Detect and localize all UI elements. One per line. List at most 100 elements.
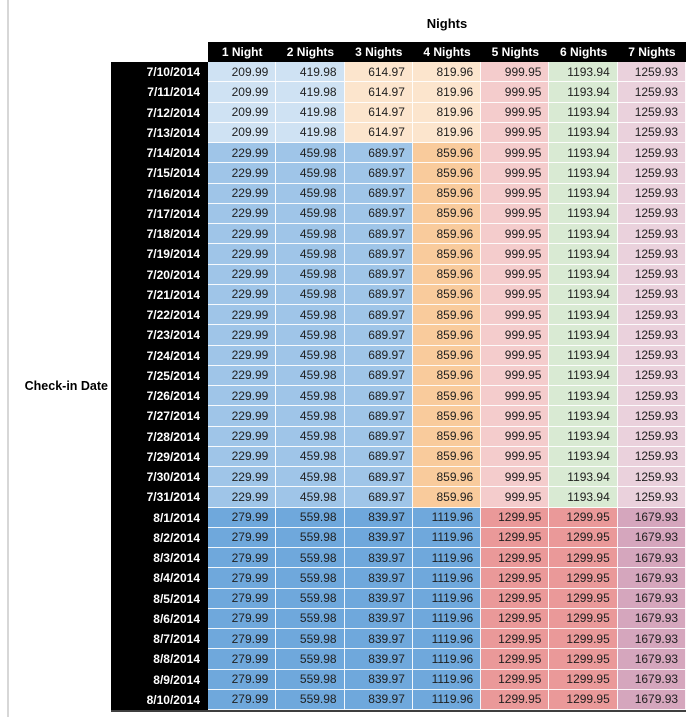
row-header-date[interactable]: 7/31/2014 — [111, 487, 208, 508]
price-cell[interactable]: 1299.95 — [481, 588, 550, 609]
price-cell[interactable]: 229.99 — [208, 325, 277, 346]
price-cell[interactable]: 1679.93 — [617, 588, 687, 609]
price-cell[interactable]: 229.99 — [208, 244, 277, 265]
price-cell[interactable]: 1299.95 — [481, 527, 550, 548]
price-cell[interactable]: 859.96 — [412, 345, 482, 366]
price-cell[interactable]: 459.98 — [276, 426, 345, 447]
price-cell[interactable]: 279.99 — [208, 507, 277, 528]
row-header-date[interactable]: 7/23/2014 — [111, 325, 208, 346]
price-cell[interactable]: 819.96 — [412, 102, 482, 123]
price-cell[interactable]: 859.96 — [412, 406, 482, 427]
price-cell[interactable]: 559.98 — [276, 689, 345, 710]
price-cell[interactable]: 1119.96 — [412, 649, 482, 670]
price-cell[interactable]: 1119.96 — [412, 527, 482, 548]
price-cell[interactable]: 559.98 — [276, 608, 345, 629]
price-cell[interactable]: 1119.96 — [412, 629, 482, 650]
price-cell[interactable]: 999.95 — [481, 82, 550, 103]
price-cell[interactable]: 999.95 — [481, 122, 550, 143]
price-cell[interactable]: 999.95 — [481, 62, 550, 83]
price-cell[interactable]: 614.97 — [344, 102, 413, 123]
row-header-date[interactable]: 7/13/2014 — [111, 122, 208, 143]
price-cell[interactable]: 859.96 — [412, 467, 482, 488]
row-header-date[interactable]: 8/6/2014 — [111, 608, 208, 629]
column-header[interactable]: 7 Nights — [617, 42, 687, 62]
price-cell[interactable]: 229.99 — [208, 426, 277, 447]
price-cell[interactable]: 689.97 — [344, 365, 413, 386]
price-cell[interactable]: 999.95 — [481, 143, 550, 164]
price-cell[interactable]: 689.97 — [344, 264, 413, 285]
price-cell[interactable]: 419.98 — [276, 82, 345, 103]
price-cell[interactable]: 459.98 — [276, 163, 345, 184]
price-cell[interactable]: 279.99 — [208, 629, 277, 650]
price-cell[interactable]: 1193.94 — [549, 163, 618, 184]
price-cell[interactable]: 689.97 — [344, 325, 413, 346]
price-cell[interactable]: 1193.94 — [549, 446, 618, 467]
price-cell[interactable]: 1193.94 — [549, 305, 618, 326]
price-cell[interactable]: 559.98 — [276, 588, 345, 609]
price-cell[interactable]: 559.98 — [276, 548, 345, 569]
price-cell[interactable]: 689.97 — [344, 163, 413, 184]
price-cell[interactable]: 819.96 — [412, 122, 482, 143]
price-cell[interactable]: 859.96 — [412, 143, 482, 164]
row-header-date[interactable]: 7/15/2014 — [111, 163, 208, 184]
price-cell[interactable]: 689.97 — [344, 183, 413, 204]
price-cell[interactable]: 614.97 — [344, 62, 413, 83]
price-cell[interactable]: 1119.96 — [412, 568, 482, 589]
price-cell[interactable]: 459.98 — [276, 386, 345, 407]
price-cell[interactable]: 279.99 — [208, 689, 277, 710]
price-cell[interactable]: 819.96 — [412, 82, 482, 103]
price-cell[interactable]: 1259.93 — [617, 467, 687, 488]
price-cell[interactable]: 999.95 — [481, 284, 550, 305]
price-cell[interactable]: 459.98 — [276, 305, 345, 326]
price-cell[interactable]: 559.98 — [276, 527, 345, 548]
price-cell[interactable]: 1119.96 — [412, 608, 482, 629]
price-cell[interactable]: 839.97 — [344, 588, 413, 609]
row-header-date[interactable]: 7/30/2014 — [111, 467, 208, 488]
price-cell[interactable]: 1299.95 — [481, 568, 550, 589]
price-cell[interactable]: 1119.96 — [412, 507, 482, 528]
price-cell[interactable]: 1259.93 — [617, 325, 687, 346]
price-cell[interactable]: 1259.93 — [617, 284, 687, 305]
price-cell[interactable]: 999.95 — [481, 305, 550, 326]
price-cell[interactable]: 859.96 — [412, 446, 482, 467]
price-cell[interactable]: 999.95 — [481, 406, 550, 427]
price-cell[interactable]: 229.99 — [208, 284, 277, 305]
price-cell[interactable]: 459.98 — [276, 284, 345, 305]
price-cell[interactable]: 1193.94 — [549, 244, 618, 265]
price-cell[interactable]: 1193.94 — [549, 345, 618, 366]
price-cell[interactable]: 689.97 — [344, 446, 413, 467]
price-cell[interactable]: 459.98 — [276, 467, 345, 488]
price-cell[interactable]: 1259.93 — [617, 143, 687, 164]
price-cell[interactable]: 459.98 — [276, 183, 345, 204]
price-cell[interactable]: 859.96 — [412, 426, 482, 447]
price-cell[interactable]: 229.99 — [208, 386, 277, 407]
price-cell[interactable]: 1119.96 — [412, 689, 482, 710]
price-cell[interactable]: 1193.94 — [549, 365, 618, 386]
price-cell[interactable]: 1259.93 — [617, 365, 687, 386]
price-cell[interactable]: 614.97 — [344, 82, 413, 103]
price-cell[interactable]: 1299.95 — [549, 649, 618, 670]
price-cell[interactable]: 279.99 — [208, 527, 277, 548]
price-cell[interactable]: 819.96 — [412, 62, 482, 83]
price-cell[interactable]: 559.98 — [276, 649, 345, 670]
price-cell[interactable]: 999.95 — [481, 467, 550, 488]
row-header-date[interactable]: 7/11/2014 — [111, 82, 208, 103]
row-header-date[interactable]: 7/25/2014 — [111, 365, 208, 386]
price-cell[interactable]: 859.96 — [412, 487, 482, 508]
price-cell[interactable]: 839.97 — [344, 548, 413, 569]
row-header-date[interactable]: 7/12/2014 — [111, 102, 208, 123]
price-cell[interactable]: 689.97 — [344, 203, 413, 224]
price-cell[interactable]: 1679.93 — [617, 548, 687, 569]
price-cell[interactable]: 1259.93 — [617, 426, 687, 447]
price-cell[interactable]: 1299.95 — [549, 669, 618, 690]
row-header-date[interactable]: 8/1/2014 — [111, 507, 208, 528]
price-cell[interactable]: 1299.95 — [481, 689, 550, 710]
price-cell[interactable]: 1299.95 — [481, 649, 550, 670]
price-cell[interactable]: 859.96 — [412, 264, 482, 285]
price-cell[interactable]: 229.99 — [208, 224, 277, 245]
price-cell[interactable]: 459.98 — [276, 365, 345, 386]
price-cell[interactable]: 1193.94 — [549, 122, 618, 143]
price-cell[interactable]: 999.95 — [481, 163, 550, 184]
column-header[interactable]: 6 Nights — [549, 42, 618, 62]
price-cell[interactable]: 839.97 — [344, 629, 413, 650]
